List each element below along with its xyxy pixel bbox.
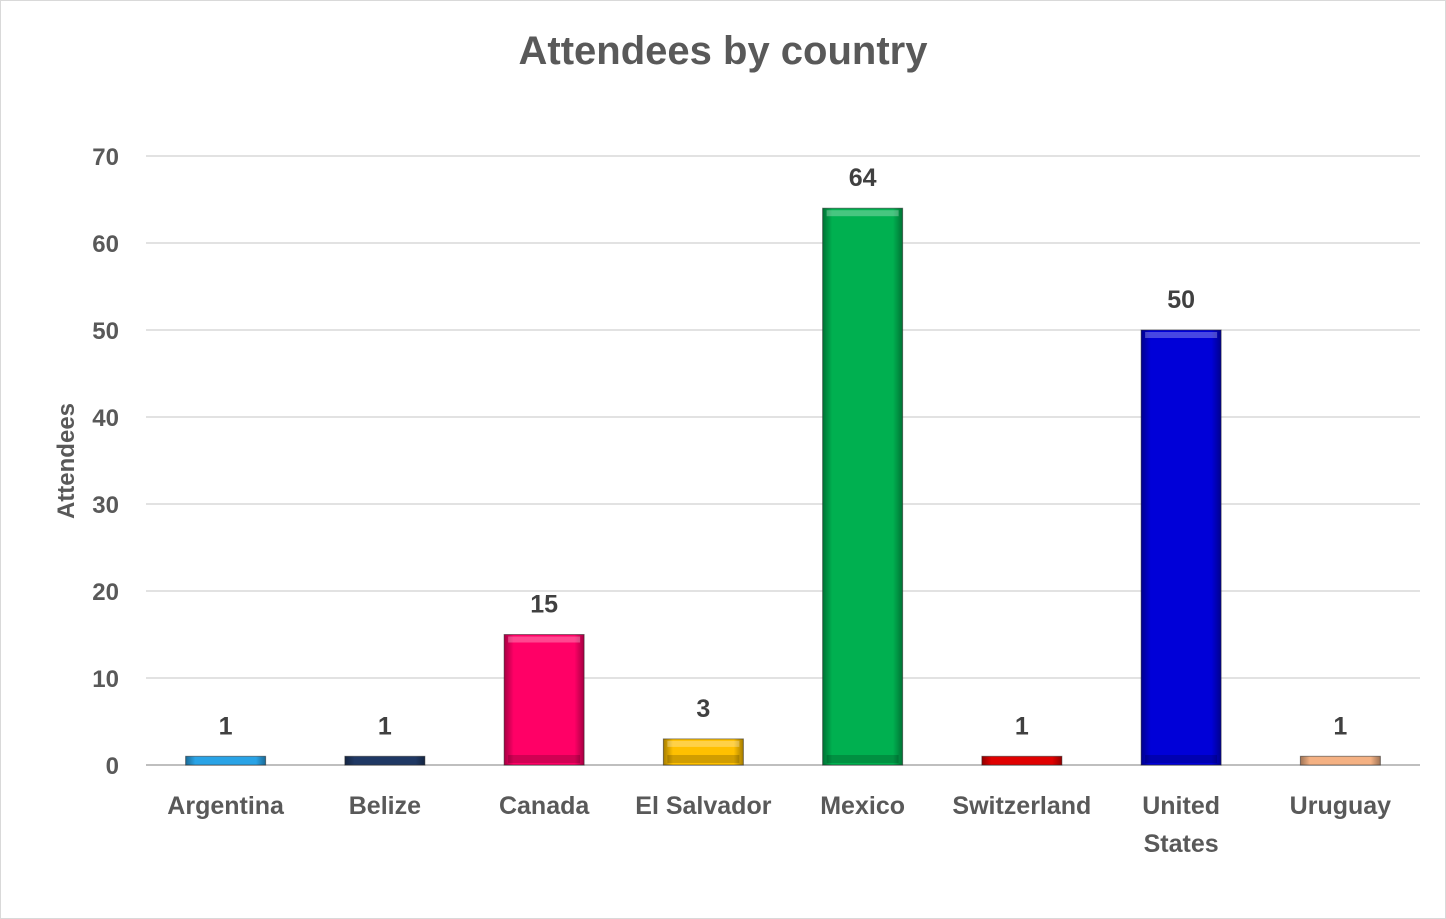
- y-tick-label: 40: [92, 405, 119, 432]
- bar: [185, 755, 267, 766]
- bar-shade: [1141, 330, 1222, 765]
- data-label: 50: [1167, 286, 1195, 314]
- category-label: Canada: [499, 792, 590, 820]
- x-axis-categories: Argentina Belize Canada El Salvador Mexico Sw…: [167, 792, 1391, 858]
- bar-highlight: [667, 740, 740, 747]
- category-label: Uruguay: [1290, 792, 1392, 820]
- bar-shade: [504, 634, 585, 765]
- y-tick-label: 60: [92, 231, 119, 258]
- y-tick-label: 30: [92, 492, 119, 519]
- bar-bevel: [508, 755, 581, 763]
- bar: [1140, 329, 1222, 766]
- data-label: 1: [219, 712, 233, 740]
- bars: [185, 207, 1381, 766]
- bar-shade: [981, 756, 1062, 765]
- gridlines: [146, 155, 1420, 766]
- bar: [1299, 755, 1381, 766]
- category-label: Argentina: [167, 792, 285, 820]
- bar-highlight: [508, 636, 581, 643]
- y-tick-label: 50: [92, 318, 119, 345]
- bar-shade: [663, 738, 744, 765]
- bar-bevel: [667, 755, 740, 763]
- y-tick-label: 10: [92, 666, 119, 693]
- data-label: 1: [378, 712, 392, 740]
- data-label: 3: [696, 695, 710, 723]
- bar-highlight: [826, 210, 899, 217]
- category-label: Switzerland: [952, 792, 1091, 820]
- bar: [981, 755, 1063, 766]
- bar-bevel: [826, 755, 899, 763]
- bar-shade: [344, 756, 425, 765]
- y-tick-label: 0: [106, 753, 119, 780]
- bar: [344, 755, 426, 766]
- chart-title: Attendees by country: [518, 29, 928, 73]
- y-axis-title: Attendees: [53, 403, 80, 519]
- data-label: 64: [849, 164, 877, 192]
- bar-shade: [185, 756, 266, 765]
- bar-shade: [822, 208, 903, 765]
- bar: [662, 738, 744, 766]
- category-label: States: [1144, 830, 1219, 858]
- category-label: El Salvador: [635, 792, 771, 820]
- data-label: 15: [530, 591, 558, 619]
- y-tick-label: 70: [92, 144, 119, 171]
- bar: [822, 207, 904, 766]
- bar: [503, 634, 585, 766]
- data-labels: 1 1 15 3 64 1 50 1: [219, 164, 1348, 740]
- bar-highlight: [1145, 332, 1218, 338]
- category-label: Belize: [349, 792, 421, 820]
- bar-bevel: [1145, 755, 1218, 763]
- y-axis-ticks: 0 10 20 30 40 50 60 70: [92, 144, 119, 780]
- data-label: 1: [1333, 712, 1347, 740]
- data-label: 1: [1015, 712, 1029, 740]
- y-tick-label: 20: [92, 579, 119, 606]
- category-label: Mexico: [820, 792, 905, 820]
- category-label: United: [1142, 792, 1220, 820]
- bar-shade: [1300, 756, 1381, 765]
